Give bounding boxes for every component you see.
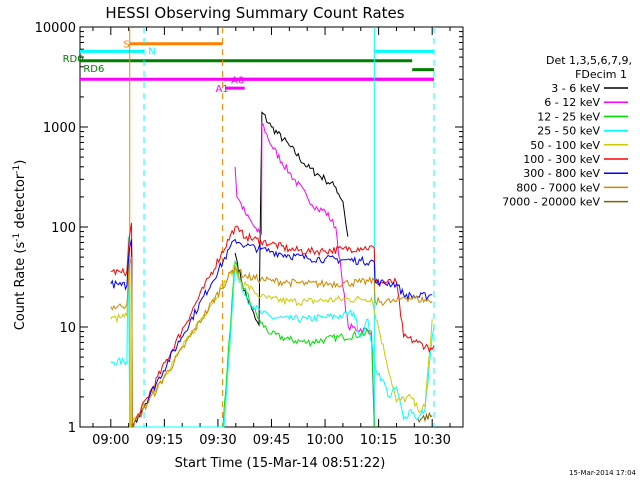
timestamp: 15-Mar-2014 17:04: [569, 469, 636, 477]
state-bar-label: S: [123, 40, 129, 51]
plot-frame: [79, 26, 464, 428]
state-bar-label: A0: [231, 75, 244, 86]
y-tick-label: 10: [59, 321, 76, 336]
legend-label: 800 - 7000 keV: [516, 181, 600, 194]
legend-label: 100 - 300 keV: [523, 153, 600, 166]
axis-ticks: [80, 26, 463, 428]
x-tick-label: 09:30: [199, 433, 236, 448]
legend-header-line2: FDecim 1: [575, 68, 627, 81]
legend-label: 3 - 6 keV: [551, 82, 600, 95]
y-axis-label: Count Rate (s-1 detector-1): [12, 160, 28, 331]
plot-border: [79, 26, 464, 428]
series-line: [234, 121, 375, 428]
series-line: [110, 236, 435, 428]
event-vertical-lines: [129, 27, 435, 427]
x-tick-labels: 09:00 09:15 09:30 09:45 10:00 10:15 10:30: [92, 433, 451, 448]
chart-title: HESSI Observing Summary Count Rates: [105, 4, 404, 22]
legend-label: 12 - 25 keV: [537, 110, 600, 123]
x-axis-label: Start Time (15-Mar-14 08:51:22): [175, 456, 386, 471]
legend-label: 7000 - 20000 keV: [502, 196, 600, 209]
series-line: [110, 238, 433, 429]
y-tick-labels: 1 10 100 1000 10000: [35, 21, 76, 436]
series-line: [234, 111, 349, 327]
x-tick-label: 10:30: [413, 433, 450, 448]
y-tick-label: 1000: [43, 121, 76, 136]
x-tick-label: 09:00: [92, 433, 129, 448]
state-bar-label: A1: [215, 84, 228, 95]
legend-label: 25 - 50 keV: [537, 125, 600, 138]
state-bar-label: N: [148, 47, 155, 58]
series-lines: [110, 111, 435, 429]
series-line: [110, 256, 433, 428]
legend-header-line1: Det 1,3,5,6,7,9,: [546, 54, 632, 67]
state-bar-label: RD6: [83, 64, 104, 75]
legend-label: 6 - 12 keV: [544, 96, 600, 109]
x-tick-label: 09:45: [253, 433, 290, 448]
series-line: [110, 222, 435, 428]
x-tick-label: 09:15: [146, 433, 183, 448]
x-tick-label: 10:00: [306, 433, 343, 448]
x-tick-label: 10:15: [360, 433, 397, 448]
legend-label: 300 - 800 keV: [523, 167, 600, 180]
series-line: [417, 411, 433, 423]
y-tick-label: 10000: [35, 21, 76, 36]
state-bar-label: RD0: [63, 54, 84, 65]
y-tick-label: 1: [68, 421, 76, 436]
series-line: [220, 260, 375, 428]
series-line: [110, 249, 433, 428]
legend-label: 50 - 100 keV: [530, 139, 600, 152]
y-tick-label: 100: [51, 221, 76, 236]
